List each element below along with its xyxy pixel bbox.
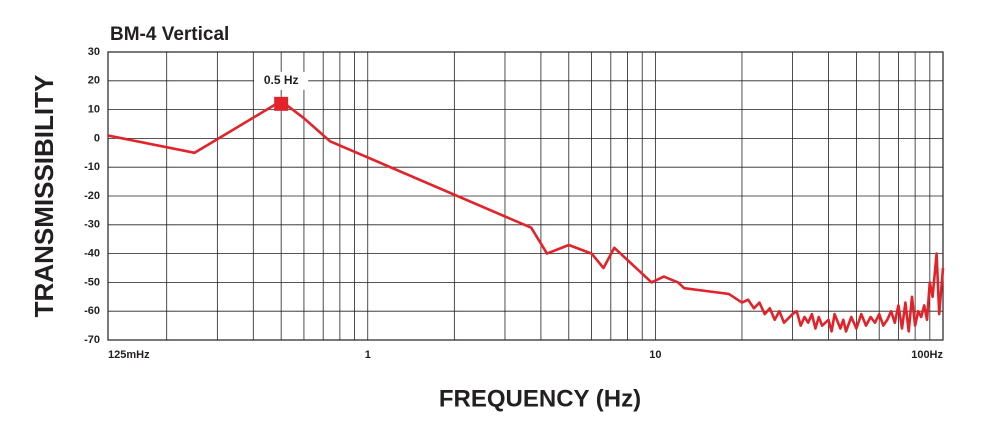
plot-frame xyxy=(107,51,944,341)
y-tick-label: -10 xyxy=(84,161,100,173)
x-tick-label: 100Hz xyxy=(911,349,943,361)
x-axis-label: FREQUENCY (Hz) xyxy=(439,385,641,412)
y-tick-label: -50 xyxy=(84,276,100,288)
annotation-label: 0.5 Hz xyxy=(264,73,299,87)
annotation-marker xyxy=(274,96,289,111)
chart-title: BM-4 Vertical xyxy=(110,24,229,45)
data-line xyxy=(107,99,945,333)
x-tick-label: 125mHz xyxy=(108,349,150,361)
x-tick-label: 10 xyxy=(649,349,661,361)
y-tick-label: -70 xyxy=(84,334,100,346)
annotation-box xyxy=(254,71,309,90)
y-tick-label: 10 xyxy=(88,104,100,116)
y-tick-label: -30 xyxy=(84,219,100,231)
y-tick-label: -40 xyxy=(84,248,100,260)
y-tick-label: -60 xyxy=(84,305,100,317)
y-axis-label: TRANSMISSIBILITY xyxy=(29,75,59,318)
y-tick-label: 0 xyxy=(94,132,100,144)
y-tick-label: -20 xyxy=(84,190,100,202)
x-tick-label: 1 xyxy=(365,349,371,361)
y-tick-label: 20 xyxy=(88,75,100,87)
y-tick-label: 30 xyxy=(88,46,100,58)
